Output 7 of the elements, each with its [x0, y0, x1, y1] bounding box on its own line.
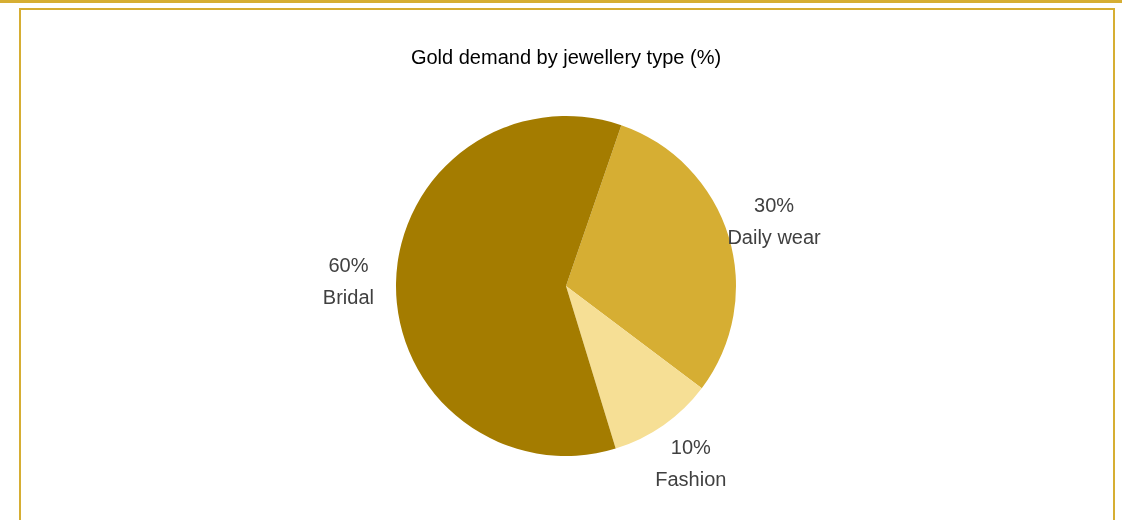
data-label: 60%: [328, 253, 369, 276]
data-label: 10%: [670, 435, 712, 458]
slice-label: Fashion: [655, 467, 727, 490]
slice-label: Bridal: [322, 285, 374, 308]
chart-title: Gold demand by jewellery type (%): [410, 45, 722, 68]
data-label: 30%: [754, 193, 795, 216]
slice-label: Daily wear: [727, 225, 822, 248]
